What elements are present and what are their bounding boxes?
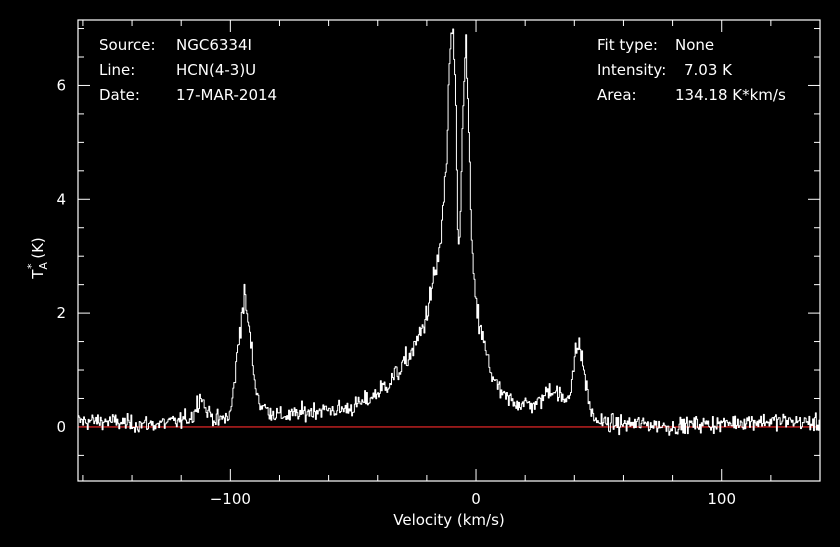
y-axis-superscript: * — [25, 263, 38, 269]
area-label: Area: — [597, 86, 637, 104]
plot-frame — [77, 19, 821, 482]
y-tick-label: 0 — [56, 418, 66, 436]
fit-type-label: Fit type: — [597, 36, 658, 54]
date-value: 17-MAR-2014 — [176, 86, 277, 104]
date-label: Date: — [99, 86, 140, 104]
x-tick-label: 100 — [707, 490, 736, 508]
intensity-value: 7.03 K — [684, 61, 733, 79]
y-tick-label: 2 — [56, 304, 66, 322]
spectrum-line — [78, 28, 820, 436]
area-value: 134.18 K*km/s — [675, 86, 786, 104]
x-tick-label: 0 — [471, 490, 481, 508]
fit-type-value: None — [675, 36, 714, 54]
tick-labels: −100 0 100 0 2 4 6 — [56, 76, 736, 508]
intensity-label: Intensity: — [597, 61, 666, 79]
y-axis-subscript: A — [37, 262, 50, 270]
line-label: Line: — [99, 61, 135, 79]
line-value: HCN(4-3)U — [176, 61, 256, 79]
source-value: NGC6334I — [176, 36, 252, 54]
x-tick-label: −100 — [210, 490, 251, 508]
x-axis-title: Velocity (km/s) — [393, 511, 504, 529]
y-tick-label: 6 — [56, 76, 66, 94]
y-axis-unit: (K) — [29, 237, 47, 263]
y-axis-symbol: T — [29, 269, 47, 280]
y-tick-label: 4 — [56, 190, 66, 208]
tick-marks — [78, 20, 821, 481]
y-axis-title: TA* (K) — [25, 237, 50, 280]
source-label: Source: — [99, 36, 156, 54]
